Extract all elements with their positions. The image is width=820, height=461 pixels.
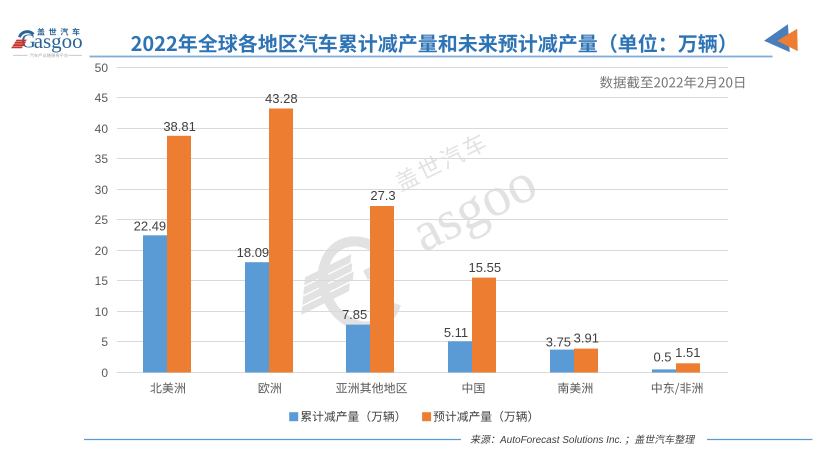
svg-text:0: 0 [101, 366, 108, 380]
svg-text:0.5: 0.5 [653, 349, 671, 364]
svg-text:15.55: 15.55 [469, 260, 502, 275]
svg-text:45: 45 [95, 91, 109, 105]
svg-text:40: 40 [95, 122, 109, 136]
svg-text:asgoo: asgoo [34, 29, 83, 53]
svg-text:50: 50 [95, 61, 109, 75]
svg-text:1.51: 1.51 [675, 345, 700, 360]
svg-text:22.49: 22.49 [134, 219, 167, 234]
svg-text:38.81: 38.81 [163, 119, 196, 134]
svg-text:3.75: 3.75 [546, 334, 571, 349]
svg-text:5.11: 5.11 [444, 325, 468, 340]
svg-text:G: G [21, 31, 35, 53]
svg-text:AutoForecast Solutions Inc.: AutoForecast Solutions Inc. [499, 435, 622, 446]
svg-text:20: 20 [95, 244, 109, 258]
svg-text:7.85: 7.85 [342, 307, 367, 322]
svg-text:15: 15 [95, 274, 109, 288]
svg-text:35: 35 [95, 152, 109, 166]
svg-text:5: 5 [101, 335, 108, 349]
svg-text:3.91: 3.91 [574, 330, 599, 345]
svg-text:10: 10 [95, 305, 109, 319]
svg-text:27.3: 27.3 [370, 188, 395, 203]
svg-text:30: 30 [95, 183, 109, 197]
svg-text:25: 25 [95, 213, 109, 227]
svg-text:43.28: 43.28 [265, 91, 298, 106]
svg-text:18.09: 18.09 [237, 245, 270, 260]
